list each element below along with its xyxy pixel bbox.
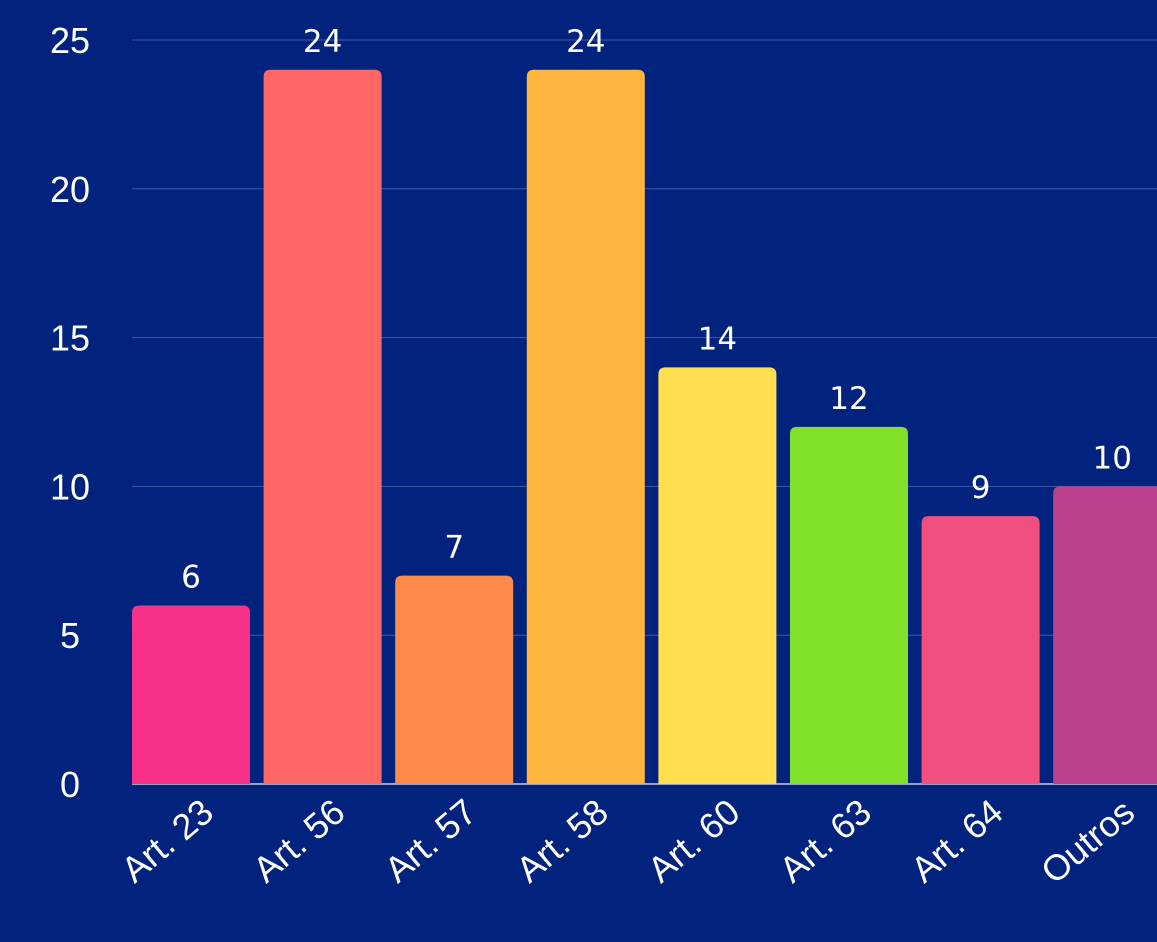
bar xyxy=(790,426,908,784)
bar xyxy=(921,516,1040,784)
data-label: 14 xyxy=(698,321,737,357)
bar xyxy=(1053,486,1157,784)
y-tick-label: 25 xyxy=(50,20,90,61)
x-axis-ticks: Art. 23 Art. 56 Art. 57 Art. 58 Art. 60 Art. … xyxy=(113,791,1142,892)
y-tick-label: 15 xyxy=(50,318,90,359)
y-tick-label: 20 xyxy=(50,169,90,210)
x-tick-label: Art. 63 xyxy=(771,791,879,891)
data-label: 12 xyxy=(829,381,868,417)
x-tick-label: Art. 56 xyxy=(245,791,353,891)
data-label: 10 xyxy=(1092,440,1131,476)
y-tick-label: 10 xyxy=(50,466,90,507)
y-tick-label: 5 xyxy=(60,615,80,656)
x-tick-label: Art. 58 xyxy=(508,791,616,891)
bar xyxy=(658,367,777,784)
bars xyxy=(132,69,1157,784)
data-label: 6 xyxy=(181,559,201,595)
x-tick-label: Outros xyxy=(1033,791,1142,892)
y-axis-ticks: 0 5 10 15 20 25 xyxy=(50,20,90,805)
data-label: 9 xyxy=(971,470,991,506)
x-tick-label: Art. 60 xyxy=(640,791,748,891)
data-label: 7 xyxy=(444,530,464,566)
y-tick-label: 0 xyxy=(60,764,80,805)
data-labels: 6 24 7 24 14 12 9 10 xyxy=(181,24,1132,596)
x-tick-label: Art. 23 xyxy=(113,791,221,891)
data-label: 24 xyxy=(566,24,605,60)
data-label: 24 xyxy=(303,24,342,60)
bar xyxy=(263,69,382,784)
x-tick-label: Art. 64 xyxy=(903,791,1011,891)
bar xyxy=(395,575,514,784)
x-tick-label: Art. 57 xyxy=(377,791,485,891)
bar xyxy=(132,605,250,784)
bar xyxy=(526,69,645,784)
